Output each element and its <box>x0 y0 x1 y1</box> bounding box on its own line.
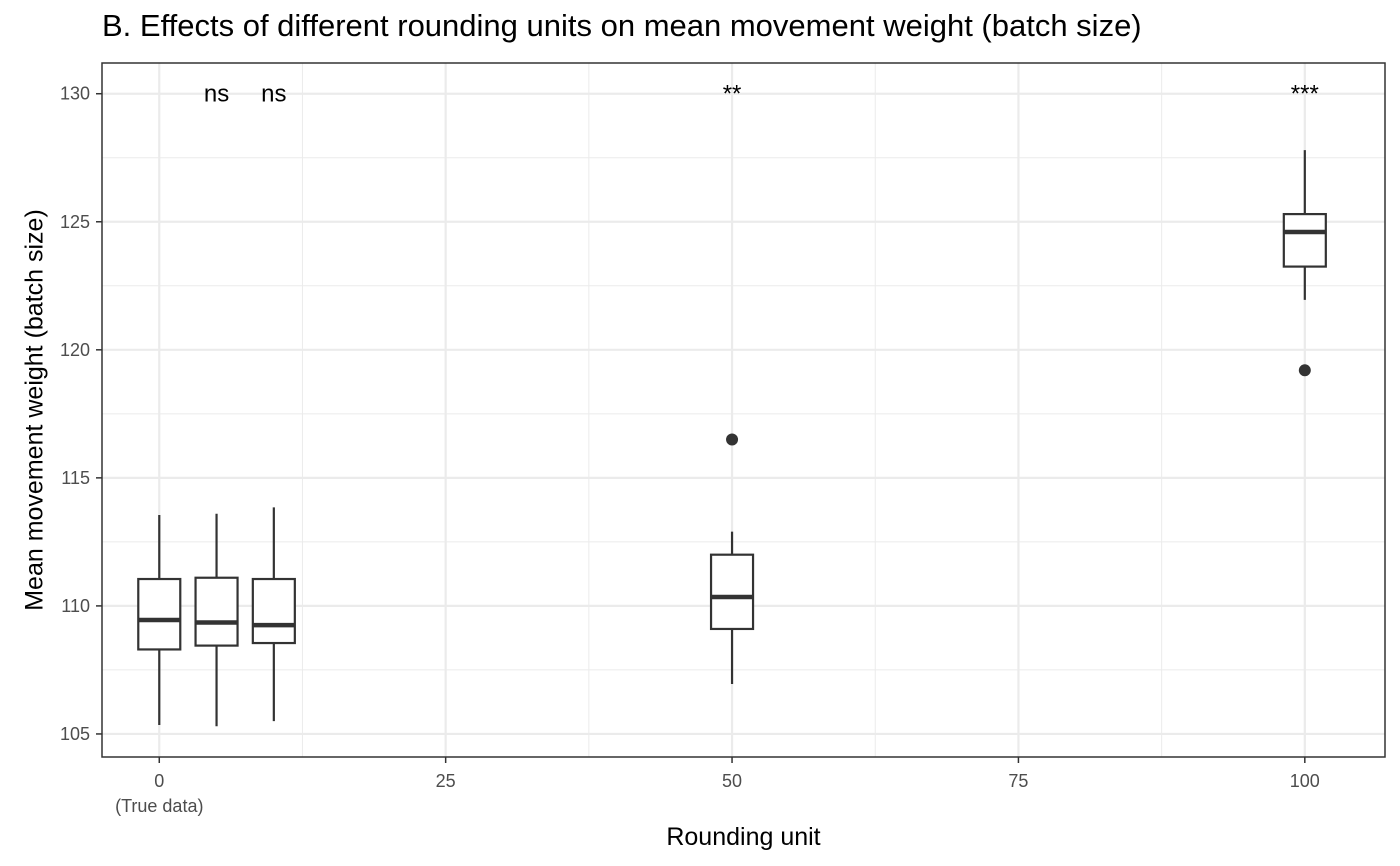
y-tick-label: 115 <box>61 468 90 488</box>
x-tick-label: 75 <box>1008 771 1028 791</box>
box-group <box>1282 150 1327 377</box>
major-gridlines <box>102 63 1385 757</box>
box-iqr <box>251 577 296 645</box>
outlier-point <box>1298 364 1311 377</box>
significance-label: *** <box>1291 81 1319 108</box>
x-tick-sublabel: (True data) <box>115 796 203 816</box>
box-iqr <box>194 576 239 647</box>
x-tick-label: 50 <box>722 771 742 791</box>
y-axis-title: Mean movement weight (batch size) <box>21 209 49 611</box>
y-tick-label: 105 <box>60 724 90 744</box>
box-iqr <box>1282 212 1327 268</box>
box-group <box>709 433 755 685</box>
x-tick-label: 100 <box>1290 771 1320 791</box>
significance-label: ns <box>261 81 286 108</box>
y-tick-label: 130 <box>60 84 90 104</box>
significance-labels: ns ns ** *** <box>204 81 1319 108</box>
box-group <box>137 514 182 725</box>
y-tick-label: 120 <box>60 340 90 360</box>
box-group <box>251 507 296 722</box>
box-group <box>194 513 239 727</box>
y-tick-label: 125 <box>60 212 90 232</box>
outlier-point <box>726 433 739 446</box>
panel-border <box>101 62 1386 758</box>
significance-label: ** <box>723 81 742 108</box>
box-iqr <box>709 553 755 631</box>
x-axis-title: Rounding unit <box>666 823 820 851</box>
y-tick-label: 110 <box>61 596 90 616</box>
axes-layer: 0 25 50 75 100 (True data) 105 110 115 120 125 130 <box>60 84 1320 816</box>
x-tick-label: 25 <box>436 771 456 791</box>
chart-title: B. Effects of different rounding units o… <box>102 8 1142 43</box>
x-tick-label: 0 <box>154 771 164 791</box>
boxes-layer <box>137 150 1327 727</box>
minor-gridlines <box>102 63 1385 757</box>
significance-label: ns <box>204 81 229 108</box>
box-iqr <box>137 577 182 651</box>
